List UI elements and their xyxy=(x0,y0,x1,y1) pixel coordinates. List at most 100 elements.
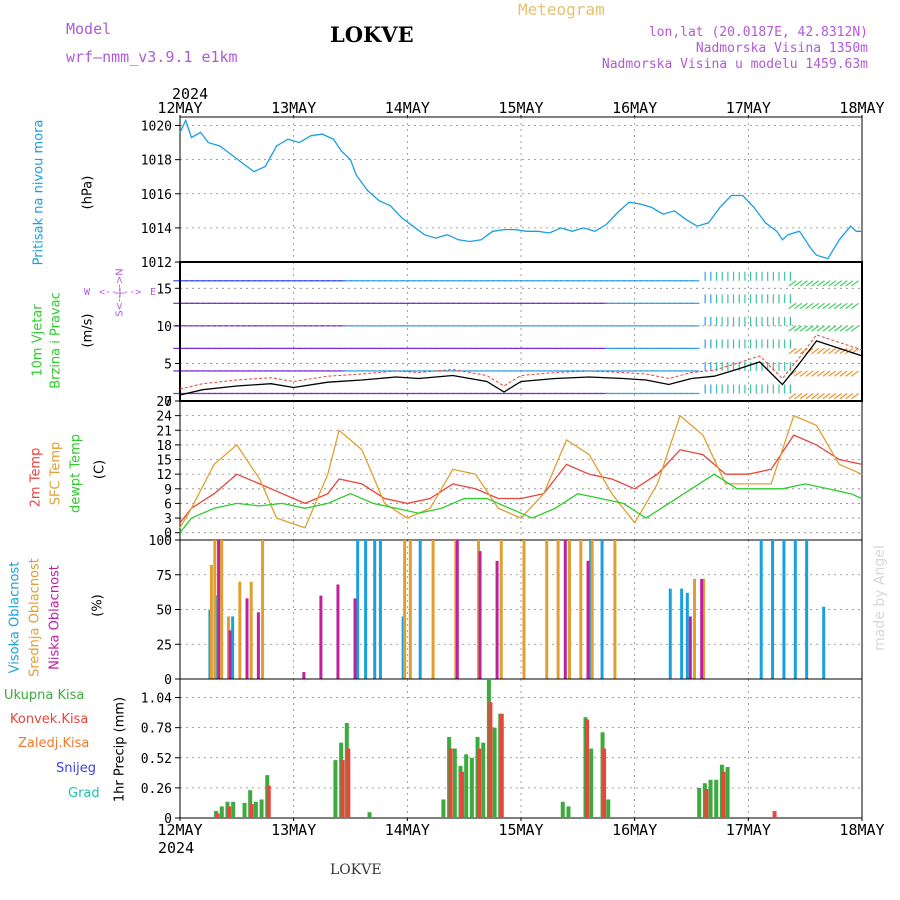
cloud-bar xyxy=(353,598,357,679)
wind-arrow xyxy=(850,280,859,287)
temp2m-label: 2m Temp xyxy=(28,447,44,508)
wind-arrow xyxy=(833,370,842,377)
wind-label-2: Brzina i Pravac xyxy=(48,292,64,389)
pressure-unit: (hPa) xyxy=(80,175,96,210)
wind-arrow xyxy=(794,370,803,377)
wind-arrow xyxy=(788,325,797,332)
x-tick-label: 14MAY xyxy=(385,821,430,839)
elevation-text: Nadmorska Visina 1350m xyxy=(695,41,868,56)
precipitation-ytick-label: 0 xyxy=(164,812,172,827)
wind-arrow xyxy=(822,325,831,332)
x-tick-label: 17MAY xyxy=(726,821,771,839)
pressure-label: Pritisak na nivou mora xyxy=(31,119,47,266)
wind-arrow xyxy=(850,393,859,400)
cloud-bar xyxy=(702,578,706,679)
cloud-mid-label: Srednja Oblacnost xyxy=(27,558,43,677)
cloud-bar xyxy=(249,581,253,679)
model-name: wrf–nmm_v3.9.1 e1km xyxy=(66,48,238,66)
wind-arrow xyxy=(839,393,848,400)
precipitation-bar xyxy=(589,748,594,818)
wind-arrow xyxy=(839,302,848,310)
precipitation-bar xyxy=(346,748,351,818)
wind-arrow xyxy=(833,280,842,287)
wind-ytick-label: 5 xyxy=(164,357,172,372)
temperature-series-line xyxy=(179,414,863,529)
wind-arrow xyxy=(822,280,831,287)
wind-arrow xyxy=(805,393,814,400)
wind-arrow xyxy=(799,393,808,400)
temperature-series-line xyxy=(179,473,863,534)
precipitation-ytick-label: 1.04 xyxy=(141,692,172,707)
wind-arrow xyxy=(799,302,808,310)
cloud-high-label: Visoka Oblacnost xyxy=(7,561,23,674)
x-tick-label: 15MAY xyxy=(498,821,543,839)
precip-legend-total: Ukupna Kisa xyxy=(4,688,85,703)
cloud-bar xyxy=(668,588,672,679)
wind-arrow xyxy=(816,347,825,355)
cloud-bar xyxy=(567,540,571,679)
cloud-bar xyxy=(759,540,763,679)
wind-arrow xyxy=(816,325,825,332)
precipitation-bar xyxy=(459,771,464,818)
wind-arrow xyxy=(805,302,814,310)
precip-legend-freezing: Zaledj.Kisa xyxy=(18,736,90,751)
year-bottom: 2024 xyxy=(158,839,195,857)
wind-arrow xyxy=(828,280,837,287)
cloud-bar xyxy=(261,540,265,679)
precipitation-bar xyxy=(697,787,702,818)
meteogram-label: Meteogram xyxy=(518,0,605,19)
cloud-bar xyxy=(805,540,809,679)
wind-ytick-label: 15 xyxy=(156,282,172,297)
precipitation-bar xyxy=(448,748,453,818)
precipitation-bar xyxy=(560,801,565,818)
precipitation-ytick-label: 0.26 xyxy=(141,782,172,797)
dewpt-label: dewpt Temp xyxy=(68,434,84,514)
wind-arrow xyxy=(839,347,848,355)
model-label: Model xyxy=(66,20,112,38)
x-tick-label: 13MAY xyxy=(271,99,316,117)
cloud-low-label: Niska Oblacnost xyxy=(47,565,63,670)
cloud-ytick-label: 75 xyxy=(156,569,172,584)
wind-ytick-label: 0 xyxy=(164,395,172,410)
wind-arrow xyxy=(816,393,825,400)
cloud-bar xyxy=(478,551,482,679)
precipitation-bar xyxy=(367,812,372,818)
year-top: 2024 xyxy=(172,85,209,103)
wind-arrow xyxy=(828,325,837,332)
precipitation-bar xyxy=(566,806,571,818)
wind-arrow xyxy=(794,280,803,287)
pressure-ytick-label: 1020 xyxy=(141,120,172,135)
wind-compass-w: W xyxy=(84,287,91,298)
precipitation-bar xyxy=(253,801,258,818)
wind-arrow xyxy=(811,280,820,287)
cloud-bar xyxy=(319,595,323,679)
wind-unit: (m/s) xyxy=(80,313,96,348)
precipitation-bar xyxy=(708,779,713,818)
cloud-bar xyxy=(495,560,499,679)
precip-unit: 1hr Precip (mm) xyxy=(112,696,128,803)
precipitation-bar xyxy=(215,813,220,818)
wind-arrow xyxy=(845,302,854,310)
wind-arrow xyxy=(845,325,854,332)
cloud-bar xyxy=(302,672,306,679)
cloud-bar xyxy=(680,588,684,679)
precipitation-bar xyxy=(725,767,730,818)
precipitation-bar xyxy=(340,760,345,818)
x-tick-label: 16MAY xyxy=(612,99,657,117)
cloud-bar xyxy=(373,540,377,679)
precipitation-ytick-label: 0.78 xyxy=(141,722,172,737)
x-tick-label: 16MAY xyxy=(612,821,657,839)
precipitation-bar xyxy=(452,748,457,818)
precipitation-bar xyxy=(469,757,474,818)
wind-arrow xyxy=(828,370,837,377)
cloud-bar xyxy=(613,540,617,679)
precipitation-bar xyxy=(477,748,482,818)
wind-arrow xyxy=(850,325,859,332)
wind-series-line xyxy=(179,340,863,396)
wind-arrow xyxy=(833,302,842,310)
temperature-ytick-label: 6 xyxy=(164,497,172,512)
wind-arrow xyxy=(805,370,814,377)
cloud-ytick-label: 25 xyxy=(156,638,172,653)
pressure-series-line xyxy=(179,118,862,260)
wind-arrow xyxy=(828,393,837,400)
